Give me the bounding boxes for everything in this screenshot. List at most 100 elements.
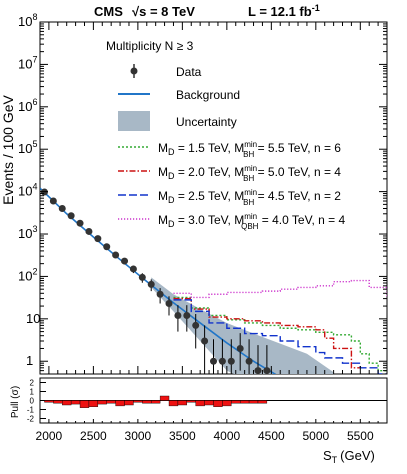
- legend-signal-entry-2: MD = 2.0 TeV, Mmin BH = 5.0 TeV, n = 4: [118, 164, 341, 183]
- multiplicity-annotation: Multiplicity N ≥ 3: [106, 39, 194, 53]
- data-point-marker: [236, 344, 244, 352]
- data-point: [76, 219, 84, 227]
- uncertainty-band: [151, 277, 334, 374]
- legend-md-symbol: M: [158, 189, 168, 203]
- x-axis-title-unit: (GeV): [340, 448, 375, 463]
- legend-mbh-sup: min: [244, 164, 257, 173]
- y-tick-label: 105: [18, 139, 37, 156]
- y-tick-label-base: 10: [26, 311, 40, 326]
- pull-bar: [257, 400, 268, 404]
- pull-bar: [115, 400, 125, 407]
- data-point-marker: [112, 251, 120, 259]
- legend-signal-entry-4: MD = 3.0 TeV, Mmin QBH = 4.0 TeV, n = 4: [118, 212, 346, 231]
- legend-mbh-sub: QBH: [241, 222, 259, 231]
- data-point: [58, 204, 66, 212]
- data-point: [227, 339, 235, 374]
- pull-y-tick-label: 1: [30, 388, 35, 397]
- legend-md-sub: D: [168, 219, 175, 229]
- legend-data-marker: [130, 67, 138, 75]
- pull-bar: [142, 400, 152, 404]
- y-tick-label-base: 10: [18, 14, 32, 29]
- y-tick-label: 103: [18, 224, 37, 241]
- legend-md-value: = 2.0 TeV, M: [175, 165, 245, 179]
- data-point: [245, 339, 253, 374]
- legend-entry-background: Background: [118, 88, 240, 102]
- data-point-marker: [174, 311, 182, 319]
- data-point-marker: [94, 235, 102, 243]
- x-tick-label: 2000: [36, 429, 63, 443]
- legend-mbh-value: = 5.0 TeV, n = 4: [254, 165, 341, 179]
- legend-entry-uncertainty: Uncertainty: [118, 111, 237, 131]
- y-tick-label: 104: [18, 182, 37, 199]
- data-points-layer: [40, 188, 271, 374]
- pull-y-tick-label: 0: [30, 397, 35, 406]
- x-tick-label: 3000: [125, 429, 152, 443]
- y-tick-label-exponent: 3: [32, 224, 37, 234]
- legend: Data Background Uncertainty MD = 1.5 TeV…: [118, 64, 346, 231]
- data-point-marker: [49, 197, 57, 205]
- legend-entry-data: Data: [130, 64, 202, 79]
- legend-md-sub: D: [168, 171, 175, 181]
- legend-mbh-sub: BH: [243, 150, 254, 159]
- x-tick-label: 4000: [213, 429, 240, 443]
- x-tick-label: 3500: [169, 429, 196, 443]
- y-tick-label-exponent: 2: [32, 266, 37, 276]
- pull-bar: [88, 400, 99, 408]
- legend-signal-label: MD = 3.0 TeV, Mmin QBH = 4.0 TeV, n = 4: [158, 212, 346, 231]
- data-point: [112, 251, 120, 259]
- legend-mbh-sup: min: [244, 212, 257, 221]
- x-axis-title-sub: T: [332, 455, 338, 465]
- pull-y-tick-label: 2: [30, 379, 35, 388]
- y-tick-label: 1: [26, 353, 33, 368]
- x-tick-label: 4500: [258, 429, 285, 443]
- energy-label: √s = 8 TeV: [132, 4, 195, 19]
- data-point-marker: [103, 243, 111, 251]
- pull-bar: [231, 400, 241, 404]
- legend-md-sub: D: [168, 195, 175, 205]
- background-curve: [40, 187, 277, 374]
- pull-bar: [159, 395, 170, 401]
- lumi-label: L = 12.1 fb-1: [248, 3, 320, 19]
- legend-md-symbol: M: [158, 213, 168, 227]
- legend-mbh-value: = 4.0 TeV, n = 4: [258, 213, 345, 227]
- pull-bar: [239, 400, 250, 404]
- y-tick-label-exponent: 8: [32, 12, 37, 22]
- data-point-marker: [254, 367, 262, 374]
- x-axis-title: ST (GeV): [323, 448, 375, 465]
- x-tick-label: 5000: [302, 429, 329, 443]
- lumi-text: L = 12.1 fb: [248, 4, 312, 19]
- data-point-marker: [121, 257, 129, 265]
- legend-signal-entries: MD = 1.5 TeV, Mmin BH = 5.5 TeV, n = 6MD …: [118, 140, 346, 231]
- legend-mbh-value: = 4.5 TeV, n = 2: [254, 189, 341, 203]
- data-point: [138, 273, 146, 283]
- legend-uncertainty-label: Uncertainty: [176, 115, 237, 129]
- pull-bar: [106, 400, 116, 404]
- y-tick-label: 102: [18, 266, 37, 283]
- data-point-marker: [85, 227, 93, 235]
- data-point: [147, 279, 155, 292]
- y-tick-label: 10: [26, 311, 40, 326]
- legend-data-label: Data: [176, 65, 202, 79]
- data-point-marker: [218, 357, 226, 365]
- x-axis: 2000 2500 3000 3500 4000 4500 5000 5500: [36, 22, 388, 443]
- y-tick-label-exponent: 6: [32, 97, 37, 107]
- data-point: [192, 313, 200, 349]
- pull-bar: [177, 400, 188, 406]
- pull-bar: [44, 400, 54, 403]
- pull-bar: [53, 400, 63, 404]
- data-point: [156, 288, 164, 304]
- legend-background-label: Background: [176, 88, 240, 102]
- pull-bar: [70, 400, 81, 405]
- data-point-marker: [129, 265, 137, 273]
- data-point-marker: [165, 299, 173, 307]
- y-tick-label-base: 1: [26, 353, 33, 368]
- legend-signal-entry-3: MD = 2.5 TeV, Mmin BH = 4.5 TeV, n = 2: [118, 188, 341, 207]
- pull-y-tick-label: -1: [27, 406, 35, 415]
- data-point-marker: [138, 273, 146, 281]
- pull-bar: [124, 400, 134, 406]
- pull-bar: [186, 400, 196, 403]
- lumi-superscript: -1: [312, 3, 320, 13]
- y-tick-label-base: 10: [18, 184, 32, 199]
- y-tick-label-base: 10: [18, 141, 32, 156]
